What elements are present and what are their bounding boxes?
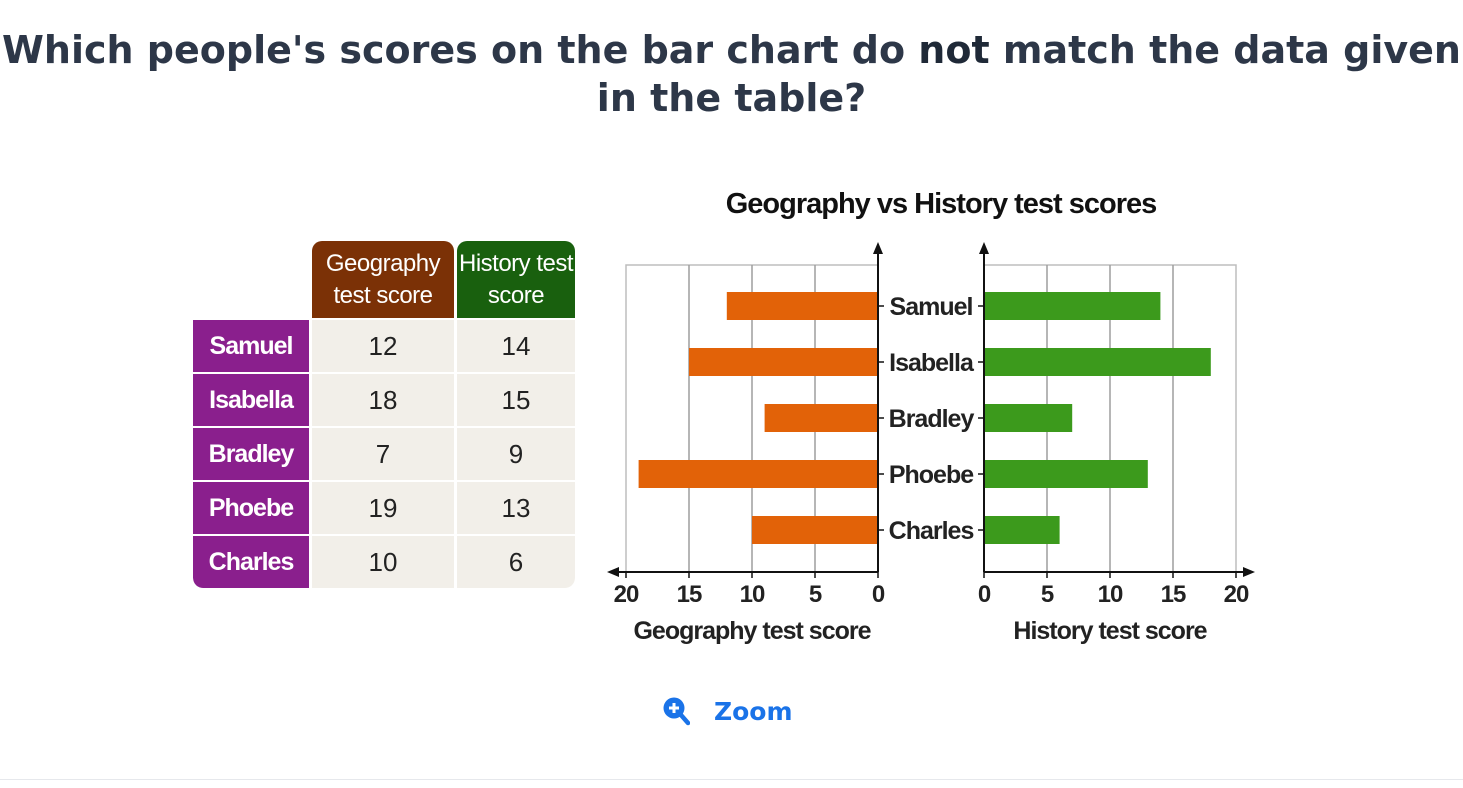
- row-name: Isabella: [193, 374, 309, 426]
- history-bar: [984, 292, 1161, 320]
- history-cell: 15: [457, 374, 575, 426]
- left-x-tick-label: 20: [614, 581, 639, 608]
- history-bar: [984, 348, 1211, 376]
- geography-cell: 10: [312, 536, 454, 588]
- right-x-axis-title: History test score: [1013, 617, 1207, 645]
- right-x-tick-label: 15: [1161, 581, 1186, 608]
- zoom-button[interactable]: Zoom: [662, 694, 793, 728]
- geography-cell: 18: [312, 374, 454, 426]
- history-bar: [984, 516, 1060, 544]
- category-label: Bradley: [889, 405, 975, 433]
- geography-cell: 7: [312, 428, 454, 480]
- left-x-tick-label: 5: [809, 581, 822, 608]
- score-table: Geography test score History test score …: [193, 241, 575, 588]
- left-y-axis-arrow: [873, 242, 883, 254]
- question-emphasis: not: [918, 28, 990, 72]
- history-bar: [984, 404, 1073, 432]
- history-cell: 14: [457, 320, 575, 372]
- category-label: Isabella: [889, 349, 975, 377]
- history-cell: 13: [457, 482, 575, 534]
- chart-title: Geography vs History test scores: [726, 188, 1157, 220]
- row-name: Charles: [193, 536, 309, 588]
- left-x-axis-title: Geography test score: [633, 617, 871, 645]
- category-label: Phoebe: [889, 461, 974, 489]
- geography-cell: 19: [312, 482, 454, 534]
- question-text: Which people's scores on the bar chart d…: [2, 28, 1461, 120]
- geography-header: Geography test score: [312, 241, 454, 318]
- zoom-label: Zoom: [714, 696, 793, 726]
- right-x-tick-label: 10: [1098, 581, 1123, 608]
- table-row: Phoebe 19 13: [193, 482, 575, 534]
- bottom-divider: [0, 779, 1463, 780]
- table-row: Bradley 7 9: [193, 428, 575, 480]
- right-x-tick-label: 0: [978, 581, 991, 608]
- category-label: Samuel: [890, 293, 973, 321]
- row-name: Phoebe: [193, 482, 309, 534]
- right-axis-arrow: [1243, 567, 1255, 577]
- geography-bar: [638, 460, 878, 488]
- history-cell: 6: [457, 536, 575, 588]
- table-row: Isabella 18 15: [193, 374, 575, 426]
- geography-bar: [764, 404, 878, 432]
- category-label: Charles: [889, 517, 974, 545]
- right-y-axis-arrow: [979, 242, 989, 254]
- history-header: History test score: [457, 241, 575, 318]
- left-x-tick-label: 0: [872, 581, 885, 608]
- left-x-tick-label: 15: [677, 581, 702, 608]
- history-cell: 9: [457, 428, 575, 480]
- geography-bar: [726, 292, 878, 320]
- geography-cell: 12: [312, 320, 454, 372]
- table-row: Charles 10 6: [193, 536, 575, 588]
- geography-bar: [689, 348, 878, 376]
- zoom-in-icon: [663, 697, 690, 726]
- right-x-tick-label: 20: [1224, 581, 1249, 608]
- table-row: Samuel 12 14: [193, 320, 575, 372]
- row-name: Bradley: [193, 428, 309, 480]
- left-axis-arrow: [607, 567, 619, 577]
- row-name: Samuel: [193, 320, 309, 372]
- left-x-tick-label: 10: [740, 581, 765, 608]
- history-bar: [984, 460, 1148, 488]
- score-bar-chart: Geography vs History test scores Samuel Is…: [607, 188, 1255, 645]
- geography-bar: [752, 516, 878, 544]
- right-x-tick-label: 5: [1041, 581, 1054, 608]
